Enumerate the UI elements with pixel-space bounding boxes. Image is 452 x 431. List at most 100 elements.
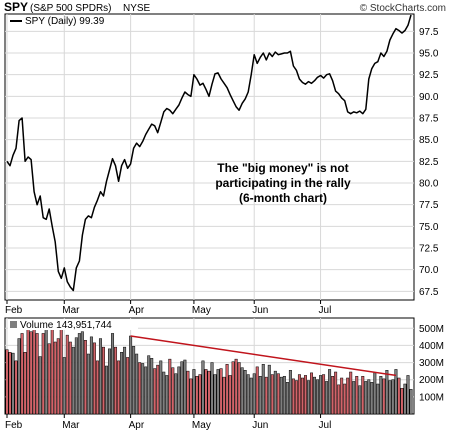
volume-bar — [240, 367, 244, 415]
volume-bar — [279, 376, 283, 415]
price-y-tick-label: 85.0 — [419, 135, 439, 146]
legend-swatch-volume — [10, 321, 17, 328]
volume-bar — [198, 374, 202, 415]
volume-bar — [71, 346, 75, 415]
volume-y-tick-label: 200M — [419, 375, 444, 386]
volume-bar — [147, 355, 151, 415]
annotation-line-1: The "big money" is not — [217, 161, 348, 175]
volume-bar — [111, 333, 115, 415]
price-y-axis: 67.5 70.0 72.5 75.0 77.5 80.0 82.5 85.0 87.5 90.0… — [419, 27, 439, 298]
volume-bar — [144, 366, 148, 415]
volume-bar — [276, 373, 280, 415]
volume-bar — [156, 364, 160, 415]
volume-bar — [59, 326, 63, 415]
volume-x-axis: Feb Mar Apr May Jun Jul — [5, 414, 331, 431]
volume-bar — [117, 360, 121, 415]
volume-bar — [177, 366, 181, 415]
volume-bar — [403, 383, 407, 415]
volume-bar — [114, 346, 118, 415]
price-x-tick-label: Jun — [252, 305, 268, 316]
volume-x-tick-label: Feb — [5, 420, 23, 431]
volume-bar — [225, 364, 229, 415]
volume-bar — [316, 379, 320, 415]
volume-x-tick-label: Mar — [62, 420, 80, 431]
volume-y-tick-label: 300M — [419, 358, 444, 369]
price-y-tick-label: 82.5 — [419, 157, 439, 168]
volume-trendline — [130, 335, 397, 377]
volume-bar — [331, 376, 335, 415]
price-y-tick-label: 77.5 — [419, 200, 439, 211]
volume-bar — [92, 342, 96, 415]
volume-bar — [400, 388, 404, 415]
volume-bar — [246, 374, 250, 415]
volume-bar — [346, 377, 350, 415]
volume-bar — [406, 375, 410, 415]
volume-bar — [237, 362, 241, 415]
volume-bar — [337, 384, 341, 415]
spy-price-line — [6, 14, 412, 292]
volume-legend-bg — [8, 319, 138, 330]
price-y-tick-label: 67.5 — [419, 287, 439, 298]
volume-bar — [23, 352, 27, 415]
volume-bar — [231, 361, 235, 415]
volume-y-axis: 100M 200M 300M 400M 500M — [419, 324, 444, 404]
volume-bar — [397, 377, 401, 415]
volume-y-tick-label: 100M — [419, 392, 444, 403]
volume-bar — [129, 335, 133, 415]
volume-bar — [159, 360, 163, 415]
price-panel-frame — [4, 13, 415, 301]
volume-bar — [358, 385, 362, 415]
volume-bar — [204, 369, 208, 415]
volume-bar — [376, 383, 380, 415]
volume-bar — [352, 381, 356, 415]
volume-bar — [288, 370, 292, 415]
volume-bar — [249, 377, 253, 415]
symbol-description: (S&P 500 SPDRs) — [30, 3, 112, 14]
volume-bar — [183, 359, 187, 415]
annotation: The "big money" is not participating in … — [215, 161, 351, 205]
volume-bar — [349, 371, 353, 415]
volume-bar — [53, 341, 57, 415]
volume-bars — [5, 326, 413, 415]
volume-bar — [180, 361, 184, 415]
volume-bar — [105, 365, 108, 415]
volume-bar — [68, 341, 72, 415]
volume-bar — [409, 389, 413, 415]
volume-y-tick-label: 500M — [419, 324, 444, 335]
price-y-tick-label: 80.0 — [419, 179, 439, 190]
exchange-label: NYSE — [123, 3, 151, 14]
volume-bar — [132, 346, 136, 415]
volume-bar — [89, 336, 93, 415]
price-gridlines — [5, 14, 414, 300]
volume-bar — [135, 353, 139, 415]
volume-bar — [35, 333, 39, 415]
volume-x-tick-label: Apr — [129, 420, 145, 431]
volume-bar — [17, 338, 21, 415]
volume-bar — [388, 380, 392, 415]
volume-bar — [195, 376, 199, 415]
volume-bar — [14, 360, 18, 415]
price-y-tick-label: 92.5 — [419, 70, 439, 81]
volume-bar — [234, 358, 238, 415]
price-x-axis: Feb Mar Apr May Jun Jul — [5, 300, 331, 316]
volume-bar — [334, 371, 338, 415]
volume-bar — [303, 375, 307, 415]
volume-bar — [313, 376, 317, 415]
volume-bar — [252, 373, 256, 415]
volume-bar — [264, 376, 268, 415]
volume-bar — [297, 374, 301, 415]
volume-bar — [189, 378, 193, 415]
volume-bar — [385, 370, 389, 415]
volume-bar — [343, 383, 347, 415]
volume-bar — [361, 376, 365, 415]
price-x-tick-label: Feb — [5, 305, 23, 316]
volume-bar — [174, 373, 178, 415]
volume-bar — [267, 364, 271, 415]
volume-bar — [168, 358, 172, 415]
volume-bar — [47, 343, 51, 415]
volume-bar — [101, 346, 105, 415]
price-y-tick-label: 90.0 — [419, 92, 439, 103]
volume-bar — [83, 340, 87, 415]
price-x-tick-label: May — [192, 305, 211, 316]
